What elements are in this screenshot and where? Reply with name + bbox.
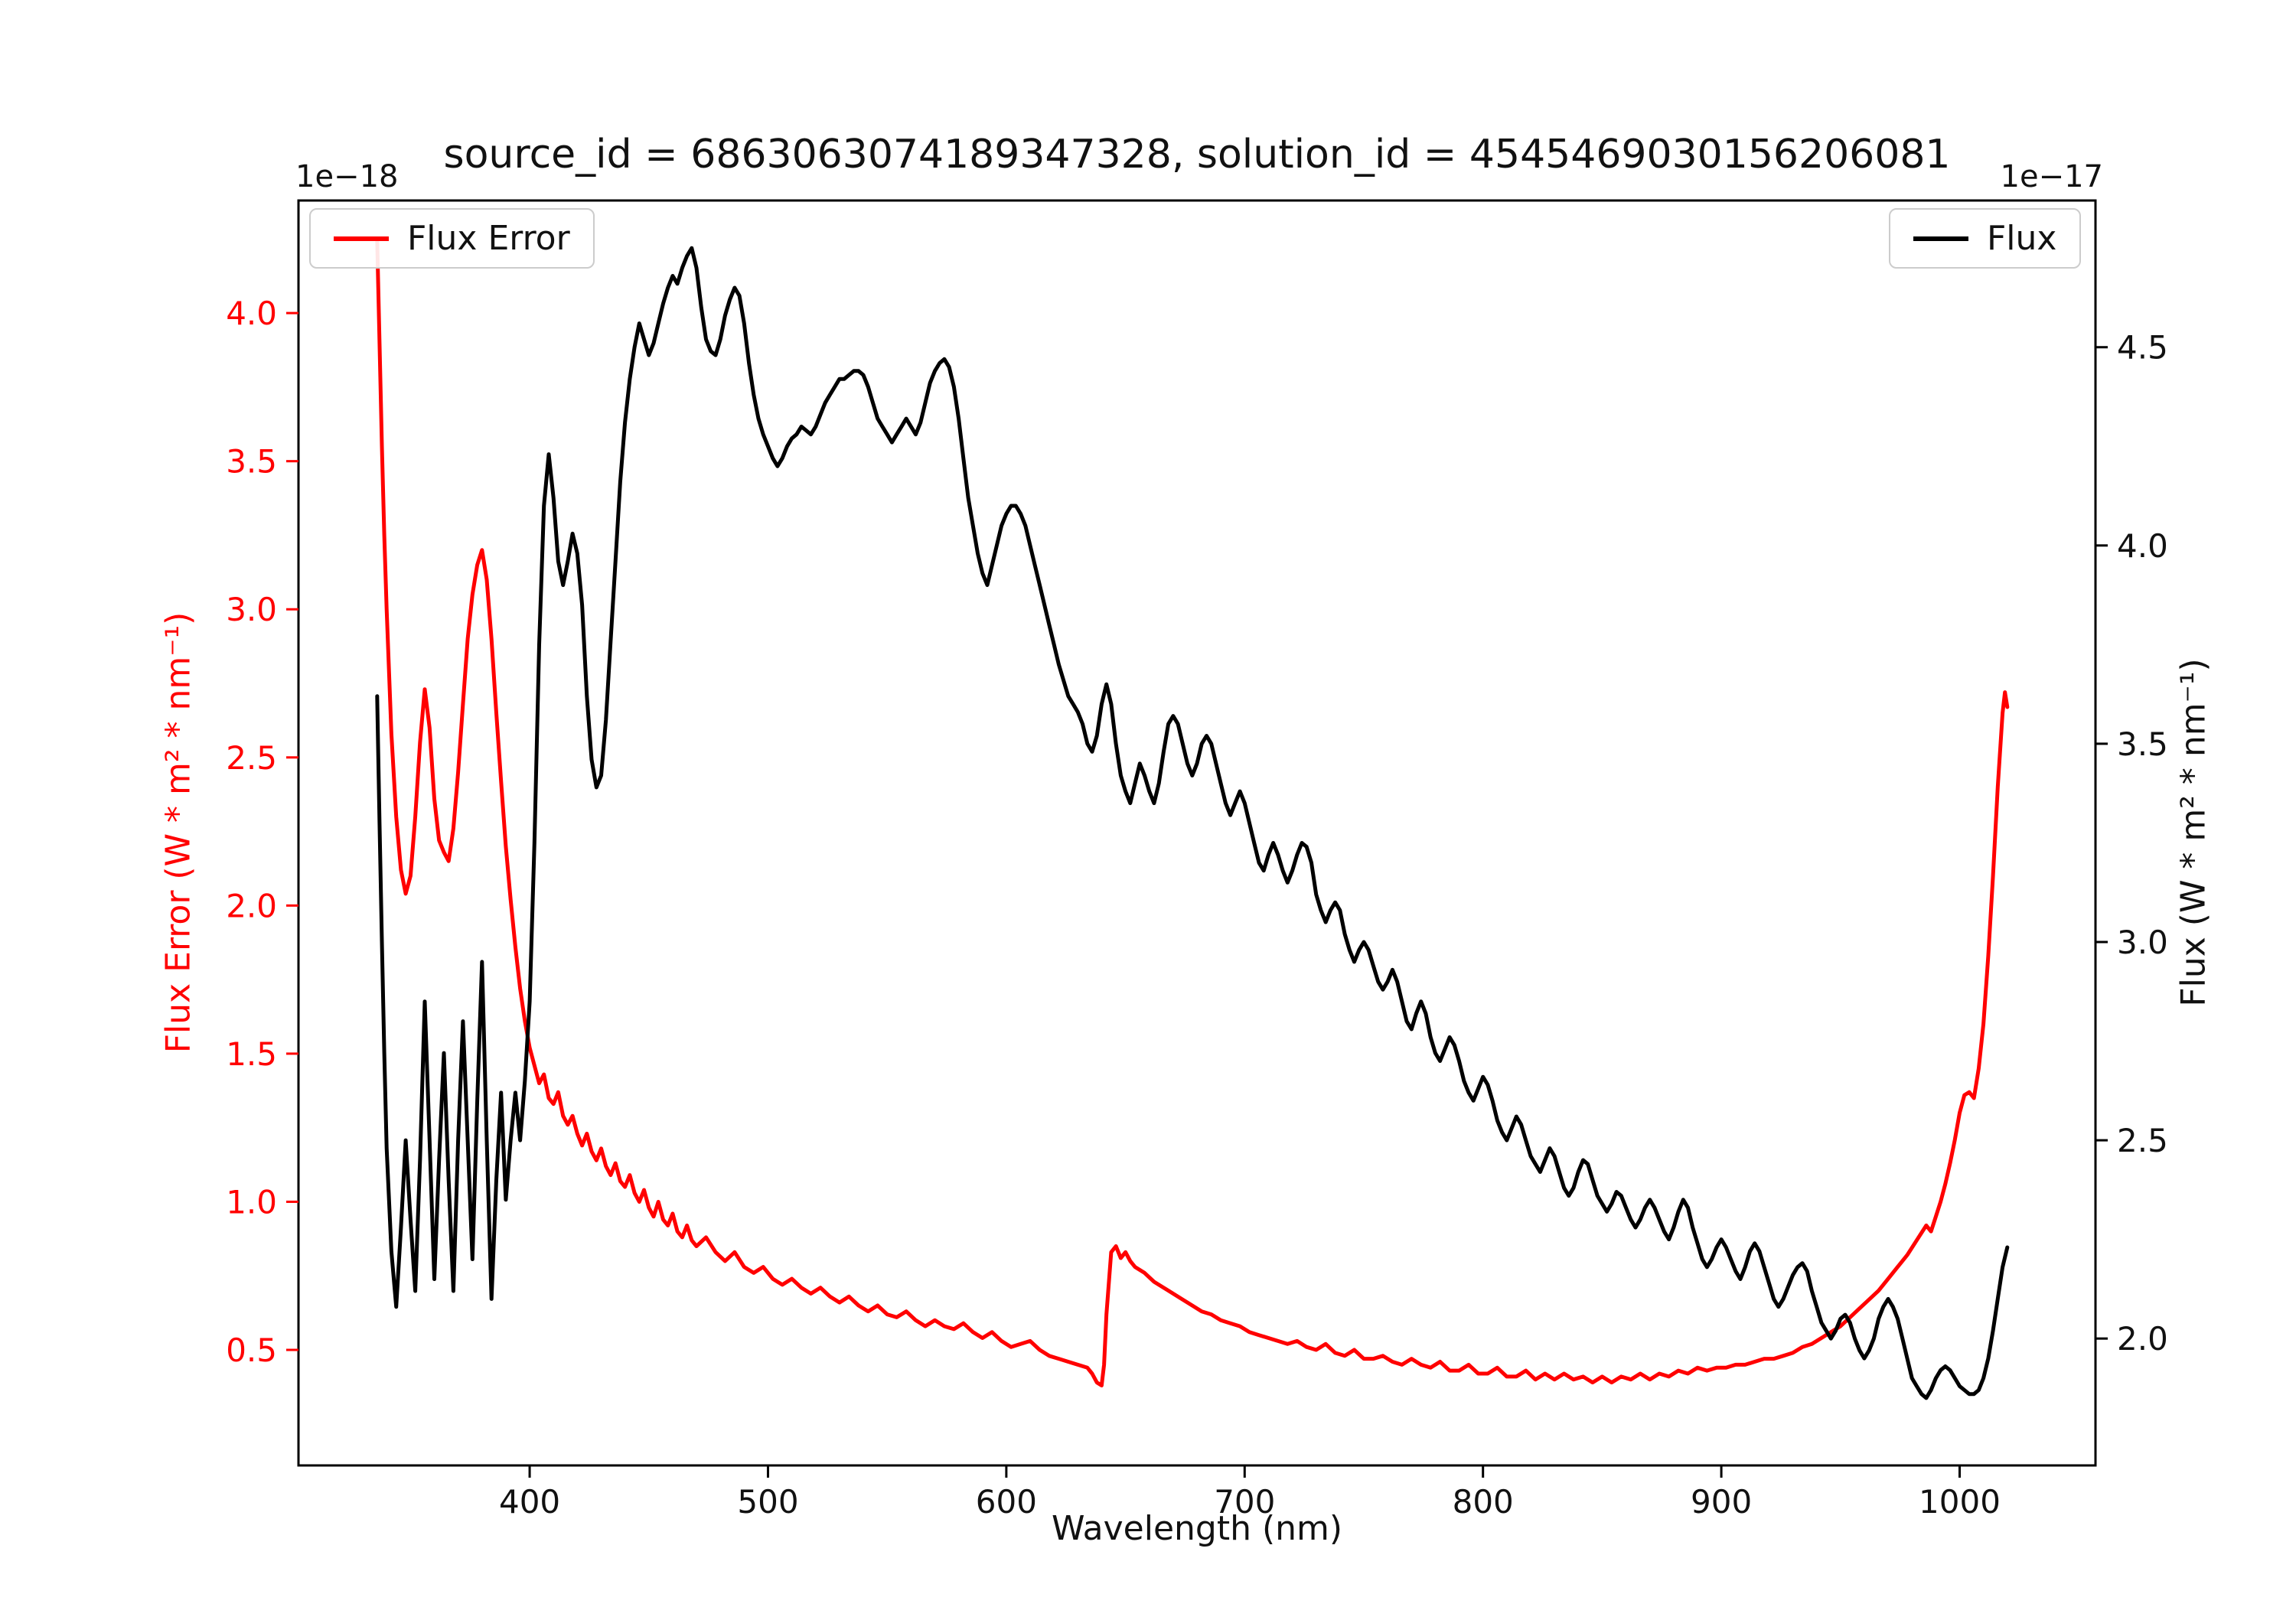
x-tick-label: 600	[976, 1483, 1037, 1521]
left-y-tick-label: 4.0	[226, 295, 277, 332]
flux-error-line-sample-icon	[334, 236, 389, 241]
right-y-tick-label: 4.5	[2117, 329, 2168, 367]
left-y-tick-label: 3.5	[226, 443, 277, 481]
left-y-tick-label: 1.0	[226, 1183, 277, 1221]
left-y-tick-label: 3.0	[226, 591, 277, 628]
legend-flux-label: Flux	[1987, 219, 2057, 258]
x-tick-label: 800	[1453, 1483, 1514, 1521]
flux-line-sample-icon	[1913, 236, 1968, 241]
x-tick-label: 900	[1691, 1483, 1752, 1521]
left-y-tick-label: 1.5	[226, 1035, 277, 1073]
flux-error-line	[375, 236, 2010, 1387]
right-y-tick-label: 4.0	[2117, 527, 2168, 565]
chart-title: source_id = 6863063074189347328, solutio…	[443, 132, 1951, 178]
legend-flux-error-label: Flux Error	[407, 219, 570, 258]
left-y-tick-label: 2.0	[226, 887, 277, 924]
legend-flux: Flux	[1889, 208, 2082, 269]
x-tick-label: 1000	[1919, 1483, 2001, 1521]
x-ticks: 400 500 600 700 800 900 1000	[499, 1465, 2001, 1521]
right-y-tick-label: 2.0	[2117, 1320, 2168, 1358]
left-y-axis-label: Flux Error (W * m² * nm⁻¹)	[158, 611, 198, 1054]
left-y-tick-label: 0.5	[226, 1332, 277, 1369]
flux-line	[375, 246, 2010, 1400]
left-axis-offset-text: 1e−18	[295, 159, 399, 194]
right-axis-offset-text: 1e−17	[2000, 159, 2103, 194]
left-y-tick-label: 2.5	[226, 739, 277, 777]
axes-frame	[297, 199, 2097, 1467]
right-y-tick-label: 3.0	[2117, 924, 2168, 961]
right-y-tick-label: 3.5	[2117, 725, 2168, 763]
legend-flux-error: Flux Error	[309, 208, 595, 269]
left-y-ticks: 0.5 1.0 1.5 2.0 2.5 3.0 3.5 4.0	[226, 295, 298, 1369]
x-tick-label: 500	[737, 1483, 798, 1521]
right-y-tick-label: 2.5	[2117, 1122, 2168, 1159]
x-axis-label: Wavelength (nm)	[1051, 1509, 1343, 1548]
x-tick-label: 700	[1214, 1483, 1275, 1521]
x-tick-label: 400	[499, 1483, 560, 1521]
right-y-axis-label: Flux (W * m² * nm⁻¹)	[2174, 658, 2213, 1007]
right-y-ticks: 2.0 2.5 3.0 3.5 4.0 4.5	[2095, 329, 2168, 1358]
